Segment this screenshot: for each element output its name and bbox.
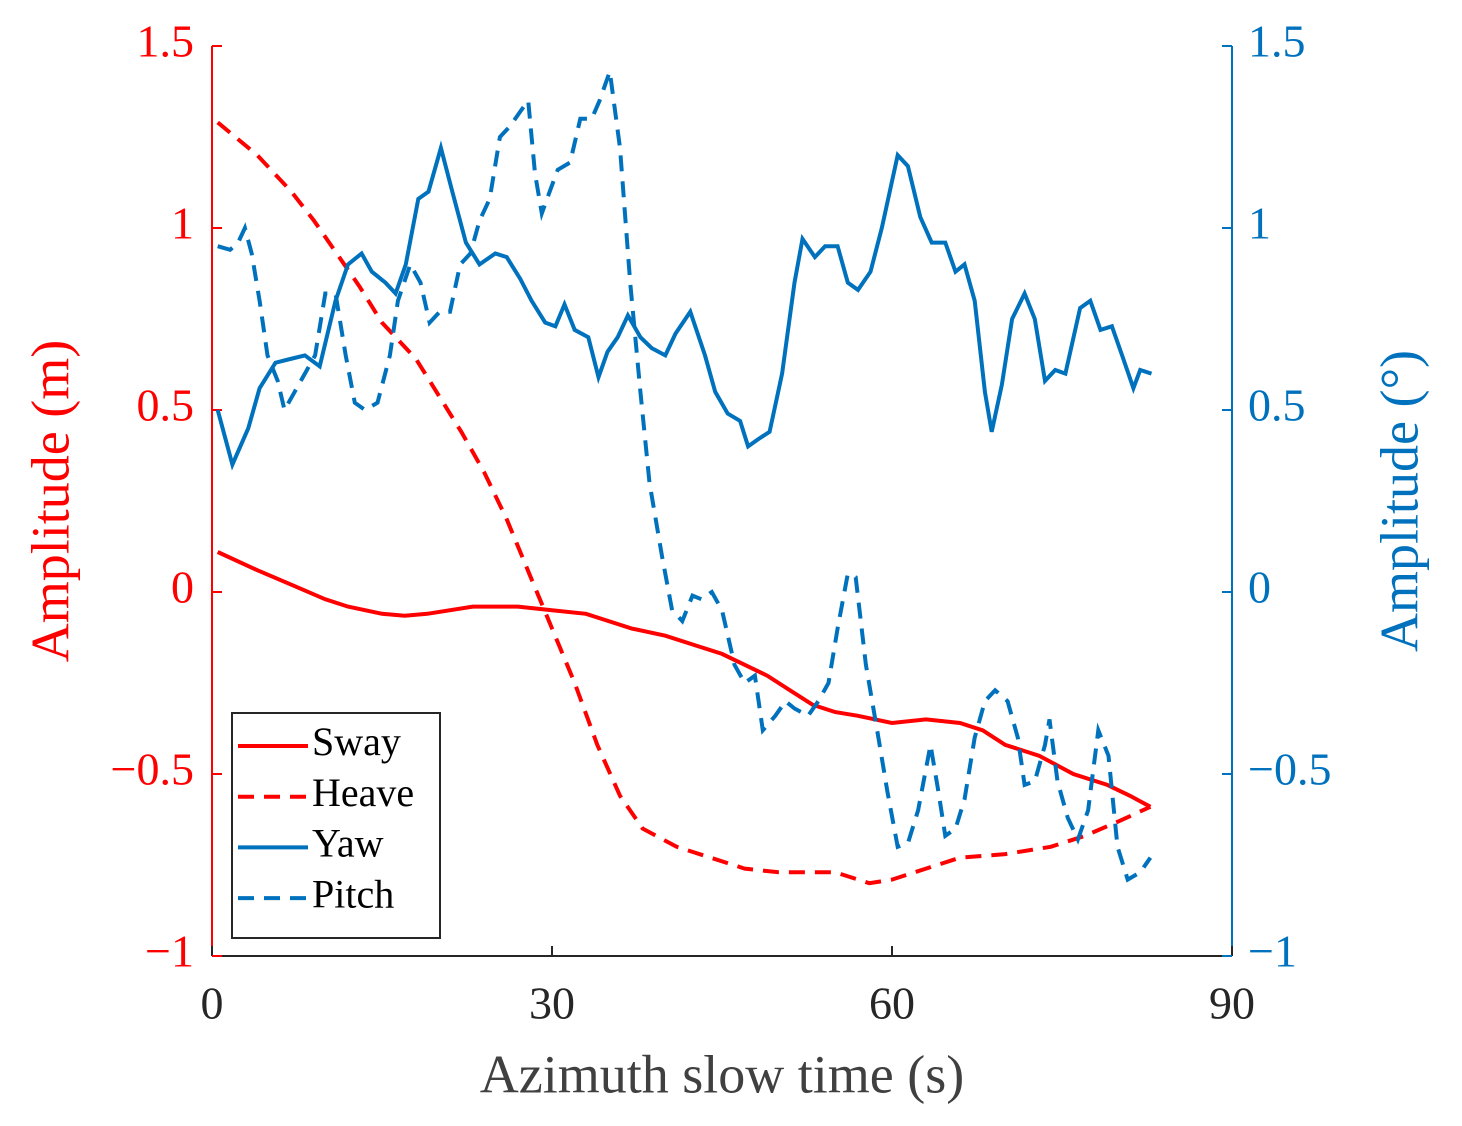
series-line	[215, 140, 1153, 471]
y2-tick-label: 0	[1248, 562, 1271, 613]
x-tick-label: 30	[529, 978, 575, 1029]
y-tick-label: 1	[171, 198, 194, 249]
y-axis-label: Amplitude (m)	[20, 340, 80, 662]
x-tick-label: 60	[869, 978, 915, 1029]
y-tick-label: −0.5	[111, 744, 194, 795]
legend-label: Heave	[312, 770, 414, 815]
y-tick-label: −1	[145, 926, 194, 977]
y2-tick-label: −0.5	[1248, 744, 1331, 795]
series-line	[216, 120, 1152, 886]
legend-label: Yaw	[312, 821, 384, 866]
series-line	[217, 70, 1153, 883]
y2-axis-label: Amplitude (°)	[1369, 350, 1429, 652]
y2-tick-label: 1.5	[1248, 16, 1306, 67]
legend-label: Pitch	[312, 871, 394, 916]
y2-tick-label: −1	[1248, 926, 1297, 977]
y-tick-label: 1.5	[137, 16, 195, 67]
y2-tick-label: 1	[1248, 198, 1271, 249]
y-tick-label: 0	[171, 562, 194, 613]
y-tick-label: 0.5	[137, 380, 195, 431]
legend-box	[231, 712, 441, 939]
x-tick-label: 90	[1209, 978, 1255, 1029]
x-axis-label: Azimuth slow time (s)	[480, 1044, 964, 1104]
y2-tick-label: 0.5	[1248, 380, 1306, 431]
series-line	[216, 550, 1152, 809]
x-tick-label: 0	[201, 978, 224, 1029]
legend-label: Sway	[312, 719, 401, 764]
